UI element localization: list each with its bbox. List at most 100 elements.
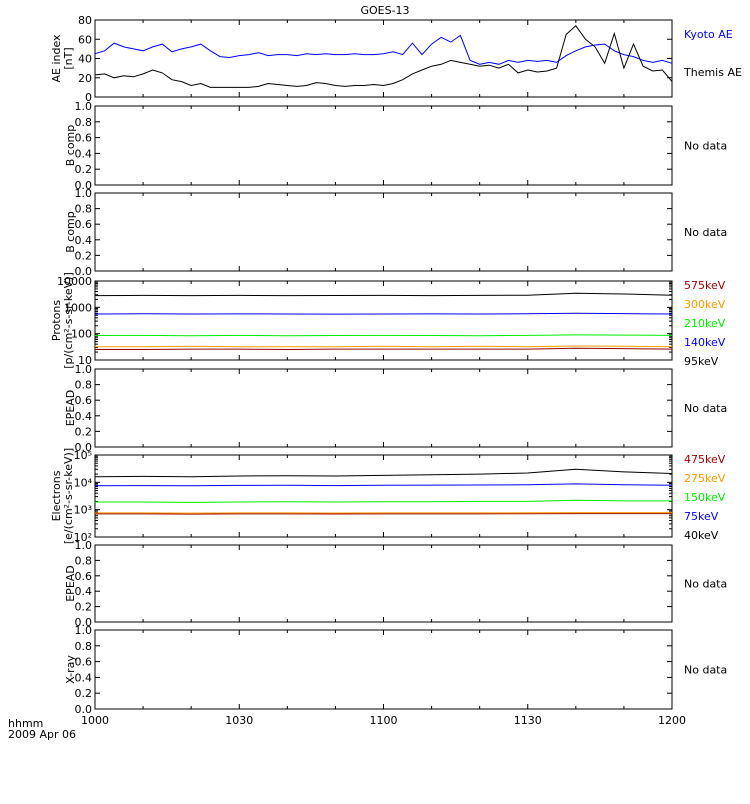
series-line-140kev (94, 312, 673, 315)
y-tick-label: 20 (78, 72, 92, 85)
panel-frame (94, 629, 673, 710)
panel-3: 0.0 0.2 0.4 0.6 0.8 1.0 B comp No data (64, 187, 727, 278)
x-tick-label: 1200 (658, 714, 686, 727)
y-tick-label: 0.2 (75, 425, 93, 438)
legend-entry: Themis AE (683, 66, 742, 79)
y-axis-label: B comp (64, 125, 77, 167)
y-tick-label: 0.8 (75, 116, 93, 129)
x-tick-label: 1000 (81, 714, 109, 727)
series-line-210kev (94, 334, 673, 337)
y-tick-label: 10000 (57, 275, 92, 288)
y-tick-label: 10² (74, 531, 92, 544)
y-axis-label-line: B comp (64, 125, 77, 167)
no-data-note: No data (684, 226, 727, 239)
y-tick-label: 0.8 (75, 203, 93, 216)
no-data-note: No data (684, 140, 727, 153)
y-tick-label: 100 (71, 328, 92, 341)
y-tick-label: 0.4 (75, 671, 93, 684)
y-tick-label: 1.0 (75, 100, 93, 113)
y-tick-label: 0.0 (75, 616, 93, 629)
y-axis-label-line: AE index (50, 34, 63, 83)
legend-entry: 210keV (684, 317, 726, 330)
panel-7: 0.0 0.2 0.4 0.6 0.8 1.0 EPEAD No data (64, 539, 727, 629)
y-tick-label: 0.2 (75, 601, 93, 614)
y-tick-label: 1.0 (75, 363, 93, 376)
legend-entry: 575keV (684, 279, 726, 292)
y-axis-label: EPEAD (64, 390, 77, 427)
series-line-75kev (94, 483, 673, 487)
date-label: 2009 Apr 06 (8, 728, 76, 741)
y-tick-label: 0.6 (75, 394, 93, 407)
y-tick-label: 1000 (64, 301, 92, 314)
series-line-themis-ae (94, 25, 673, 88)
y-axis-label-line: [nT] (62, 47, 75, 69)
legend-entry: 40keV (684, 529, 719, 542)
legend-entry: 75keV (684, 510, 719, 523)
y-tick-label: 0.8 (75, 379, 93, 392)
y-tick-label: 0.0 (75, 179, 93, 192)
y-tick-label: 0.0 (75, 441, 93, 454)
figure-title: GOES-13 (360, 4, 409, 17)
y-axis-label: Electrons[e/(cm²-s-sr-keV)] (50, 448, 75, 544)
y-tick-label: 0.4 (75, 410, 93, 423)
y-tick-label: 0.2 (75, 163, 93, 176)
panel-frame (94, 544, 673, 623)
legend-entry: 150keV (684, 491, 726, 504)
y-tick-label: 0.6 (75, 656, 93, 669)
legend-entry: Kyoto AE (684, 28, 733, 41)
series-line-475kev (95, 513, 672, 515)
y-axis-label: AE index[nT] (50, 34, 75, 83)
legend-entry: 475keV (684, 453, 726, 466)
panel-frame (94, 368, 673, 448)
y-axis-label: EPEAD (64, 565, 77, 602)
series-line-300kev (95, 345, 673, 348)
y-tick-label: 0.4 (75, 147, 93, 160)
y-axis-label-line: [e/(cm²-s-sr-keV)] (62, 448, 75, 544)
panel-frame (94, 454, 673, 538)
panel-2: 0.0 0.2 0.4 0.6 0.8 1.0 B comp No data (64, 100, 727, 192)
x-tick-label: 1130 (514, 714, 542, 727)
y-axis-label-line: EPEAD (64, 390, 77, 427)
y-tick-label: 0.2 (75, 687, 93, 700)
y-tick-label: 80 (78, 14, 92, 27)
x-tick-label: 1100 (370, 714, 398, 727)
series-line-575kev (95, 347, 673, 351)
y-axis-label-line: B comp (64, 211, 77, 253)
y-axis-label-line: X-ray (64, 655, 77, 684)
panel-8: 0.0 0.2 0.4 0.6 0.8 1.0 X-ray No data (64, 624, 727, 716)
panel-frame (94, 192, 673, 272)
y-tick-label: 0.6 (75, 218, 93, 231)
y-tick-label: 1.0 (75, 624, 93, 637)
y-tick-label: 0.6 (75, 132, 93, 145)
y-axis-label-line: Protons (50, 300, 63, 341)
panel-frame (94, 105, 673, 186)
y-tick-label: 0.2 (75, 249, 93, 262)
y-tick-label: 0.4 (75, 585, 93, 598)
legend-entry: 140keV (684, 336, 726, 349)
y-axis-label-line: Electrons (50, 470, 63, 521)
legend-entry: 275keV (684, 472, 726, 485)
y-axis-label: Protons[p/(cm²-s-sr-keV)] (50, 272, 75, 369)
series-line-275kev (95, 512, 672, 514)
y-tick-label: 60 (78, 33, 92, 46)
y-tick-label: 10⁴ (74, 476, 93, 489)
y-tick-label: 0.8 (75, 640, 93, 653)
y-tick-label: 0 (85, 91, 92, 104)
x-tick-label: 1030 (225, 714, 253, 727)
series-line-40kev (94, 468, 673, 478)
no-data-note: No data (684, 664, 727, 677)
y-tick-label: 40 (78, 53, 92, 66)
series-line-95kev (94, 292, 673, 297)
y-tick-label: 10⁵ (74, 449, 92, 462)
no-data-note: No data (684, 402, 727, 415)
legend-entry: 95keV (684, 355, 719, 368)
y-tick-label: 10 (78, 354, 92, 367)
y-tick-label: 10³ (74, 504, 92, 517)
y-tick-label: 1.0 (75, 187, 93, 200)
y-axis-label: B comp (64, 211, 77, 253)
series-line-kyoto-ae (94, 34, 673, 65)
